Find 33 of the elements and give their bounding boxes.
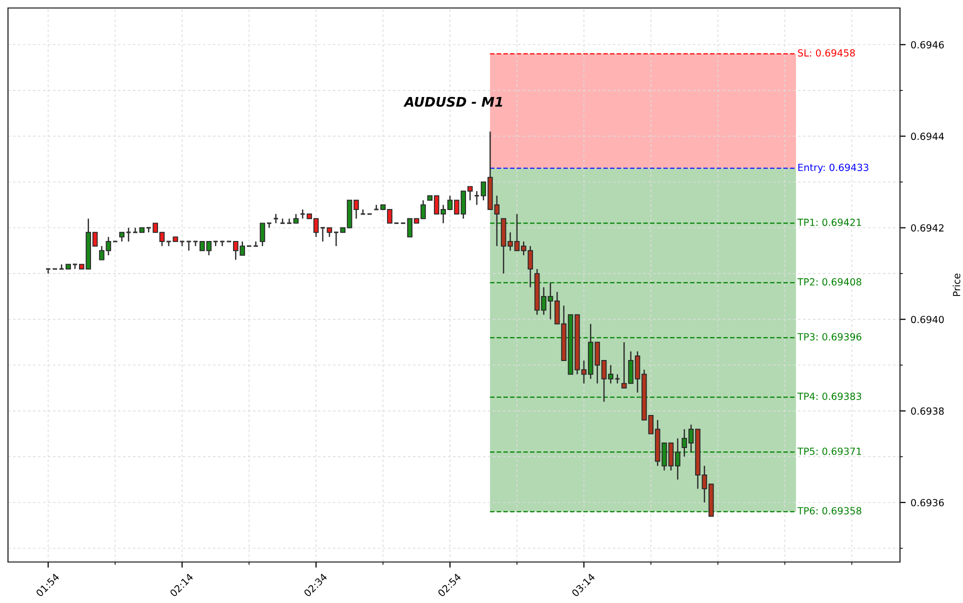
candlestick [266, 222, 272, 228]
y-tick-label: 0.6944 [911, 132, 944, 140]
ref-line-label: TP5: 0.69371 [797, 448, 862, 455]
candlestick [286, 218, 292, 224]
ref-line-label: TP1: 0.69421 [797, 218, 862, 226]
ref-line-label: Entry: 0.69433 [798, 164, 868, 173]
candlestick [293, 213, 299, 224]
text: AUDUSD - M1 [403, 96, 502, 107]
candlestick [132, 227, 138, 234]
candlestick [373, 204, 380, 210]
candlestick [260, 222, 266, 247]
ref-line-label: TP6: 0.69358 [797, 507, 862, 514]
ref-line-label: SL: 0.69458 [798, 49, 855, 57]
y-tick-label: 0.6942 [911, 224, 944, 232]
y-tick-label: 0.6938 [911, 407, 944, 415]
ref-line-label: TP3: 0.69396 [797, 333, 862, 340]
candlestick [45, 268, 52, 274]
ref-line-label: TP2: 0.69408 [797, 278, 862, 286]
candlestick [252, 240, 259, 247]
candlestick [326, 227, 332, 238]
candlestick [219, 240, 226, 247]
y-axis-title: Price [952, 274, 960, 296]
y-tick-label: 0.6936 [911, 498, 944, 506]
y-tick-label: 0.6940 [911, 316, 944, 324]
candlestick [320, 227, 326, 242]
candlestick [272, 213, 279, 224]
candlestick [186, 240, 192, 252]
candlestick [119, 232, 124, 242]
ref-line-label: TP4: 0.69383 [797, 392, 862, 400]
candlestick [126, 227, 132, 242]
y-tick-label: 0.6946 [911, 41, 944, 48]
candlestick [166, 240, 172, 247]
candlestick [474, 190, 480, 206]
